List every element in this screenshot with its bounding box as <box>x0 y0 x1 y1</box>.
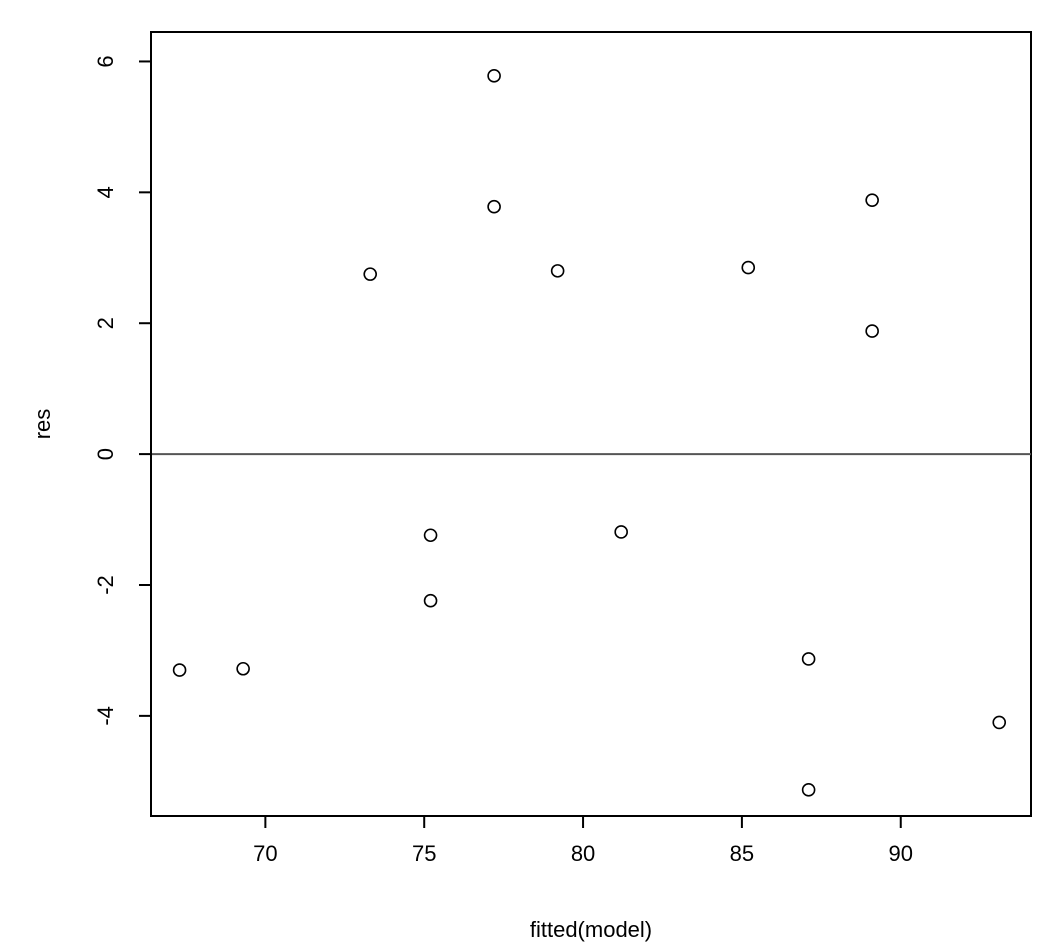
data-point <box>172 663 187 677</box>
y-tick-label: 2 <box>93 317 118 329</box>
y-axis: -4 -2 0 2 4 6 <box>93 55 152 726</box>
x-tick-label: 90 <box>889 841 913 866</box>
data-point <box>487 69 501 83</box>
y-axis-label: res <box>30 409 55 440</box>
data-point <box>865 193 879 207</box>
x-axis-label: fitted(model) <box>530 917 652 942</box>
x-tick-label: 85 <box>730 841 754 866</box>
x-tick-label: 80 <box>571 841 595 866</box>
data-points <box>172 69 1007 797</box>
data-point <box>741 260 756 275</box>
data-point <box>236 661 250 676</box>
data-point <box>801 783 816 797</box>
x-tick-label: 70 <box>253 841 277 866</box>
y-tick-label: -4 <box>93 706 118 726</box>
data-point <box>801 652 816 666</box>
data-point <box>363 267 378 281</box>
y-tick-label: 0 <box>93 448 118 460</box>
plot-frame <box>150 31 1032 817</box>
data-point <box>423 528 438 543</box>
y-tick-label: 6 <box>93 55 118 67</box>
data-point <box>550 264 565 278</box>
y-tick-label: -2 <box>93 575 118 595</box>
x-axis: 70 75 80 85 90 <box>253 815 913 866</box>
data-point <box>865 324 879 338</box>
data-point <box>992 715 1007 730</box>
data-point <box>423 593 438 608</box>
y-tick-label: 4 <box>93 186 118 198</box>
data-point <box>487 199 501 214</box>
data-point <box>614 525 628 539</box>
x-tick-label: 75 <box>412 841 436 866</box>
